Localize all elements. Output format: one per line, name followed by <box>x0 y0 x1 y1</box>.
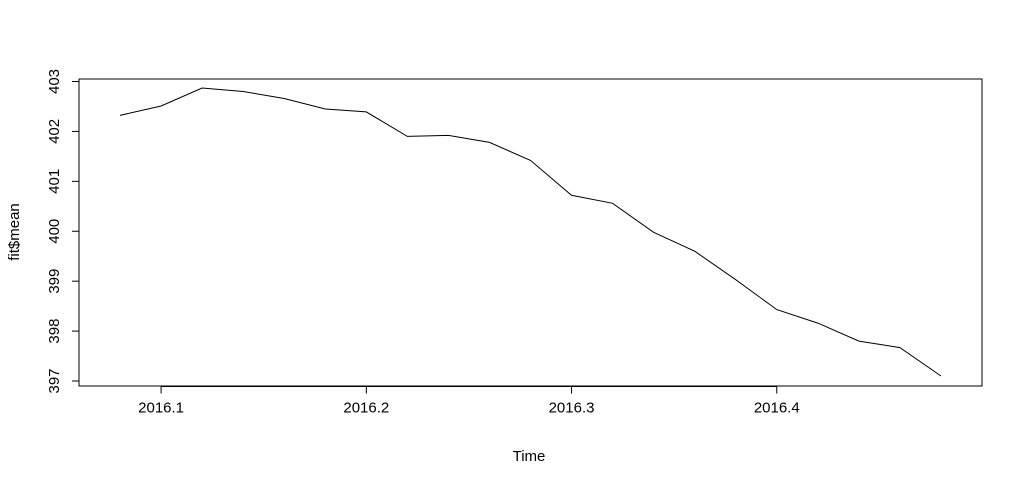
y-tick-label: 401 <box>46 169 63 194</box>
x-tick-label: 2016.3 <box>549 400 595 417</box>
x-axis: 2016.1 2016.2 2016.3 2016.4 <box>138 386 800 417</box>
series-line <box>119 87 942 377</box>
x-axis-label: Time <box>513 448 546 465</box>
y-tick-label: 403 <box>46 69 63 94</box>
y-tick-label: 402 <box>46 119 63 144</box>
y-axis-label: fit$mean <box>6 203 23 261</box>
plot-frame <box>78 78 983 387</box>
y-tick-label: 399 <box>46 269 63 294</box>
y-tick-label: 398 <box>46 319 63 344</box>
y-tick-label: 397 <box>46 368 63 393</box>
y-tick-label: 400 <box>46 219 63 244</box>
x-tick-label: 2016.4 <box>754 400 800 417</box>
x-tick-label: 2016.2 <box>343 400 389 417</box>
y-axis: 397 398 399 400 401 402 403 <box>46 69 80 394</box>
x-tick-label: 2016.1 <box>138 400 184 417</box>
